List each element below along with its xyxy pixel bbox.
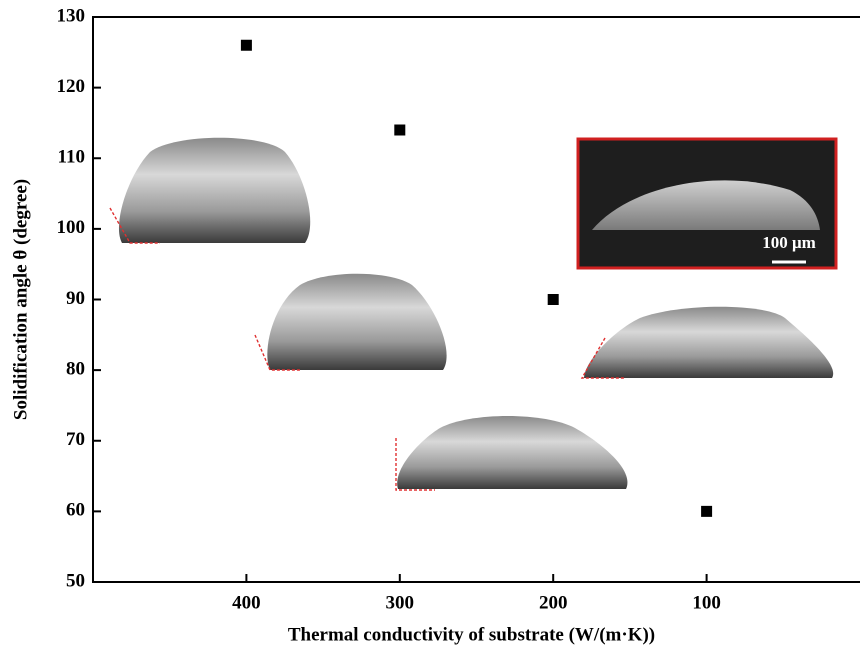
x-tick-label: 100 bbox=[692, 592, 721, 613]
y-tick-label: 110 bbox=[58, 147, 85, 168]
x-tick-label: 300 bbox=[386, 592, 415, 613]
y-tick-label: 90 bbox=[66, 288, 85, 309]
x-axis-title: Thermal conductivity of substrate (W/(m·… bbox=[288, 624, 655, 645]
y-axis-title: Solidification angle θ (degree) bbox=[10, 179, 31, 420]
sem-inset bbox=[576, 137, 838, 270]
y-tick-label: 120 bbox=[57, 76, 86, 97]
scale-bar-label: 100 μm bbox=[762, 233, 816, 252]
y-tick-label: 60 bbox=[66, 500, 85, 521]
data-point bbox=[394, 124, 406, 136]
y-tick-label: 130 bbox=[57, 5, 86, 26]
plot-frame bbox=[92, 16, 860, 583]
x-tick-label: 200 bbox=[539, 592, 568, 613]
droplet-images bbox=[109, 137, 834, 491]
y-tick-label: 100 bbox=[57, 217, 86, 238]
y-tick-label: 50 bbox=[66, 570, 85, 591]
data-point bbox=[701, 505, 713, 517]
y-tick-label: 80 bbox=[66, 358, 85, 379]
data-point bbox=[240, 39, 252, 51]
y-tick-label: 70 bbox=[66, 429, 85, 450]
x-tick-label: 400 bbox=[232, 592, 261, 613]
data-point bbox=[547, 294, 559, 305]
